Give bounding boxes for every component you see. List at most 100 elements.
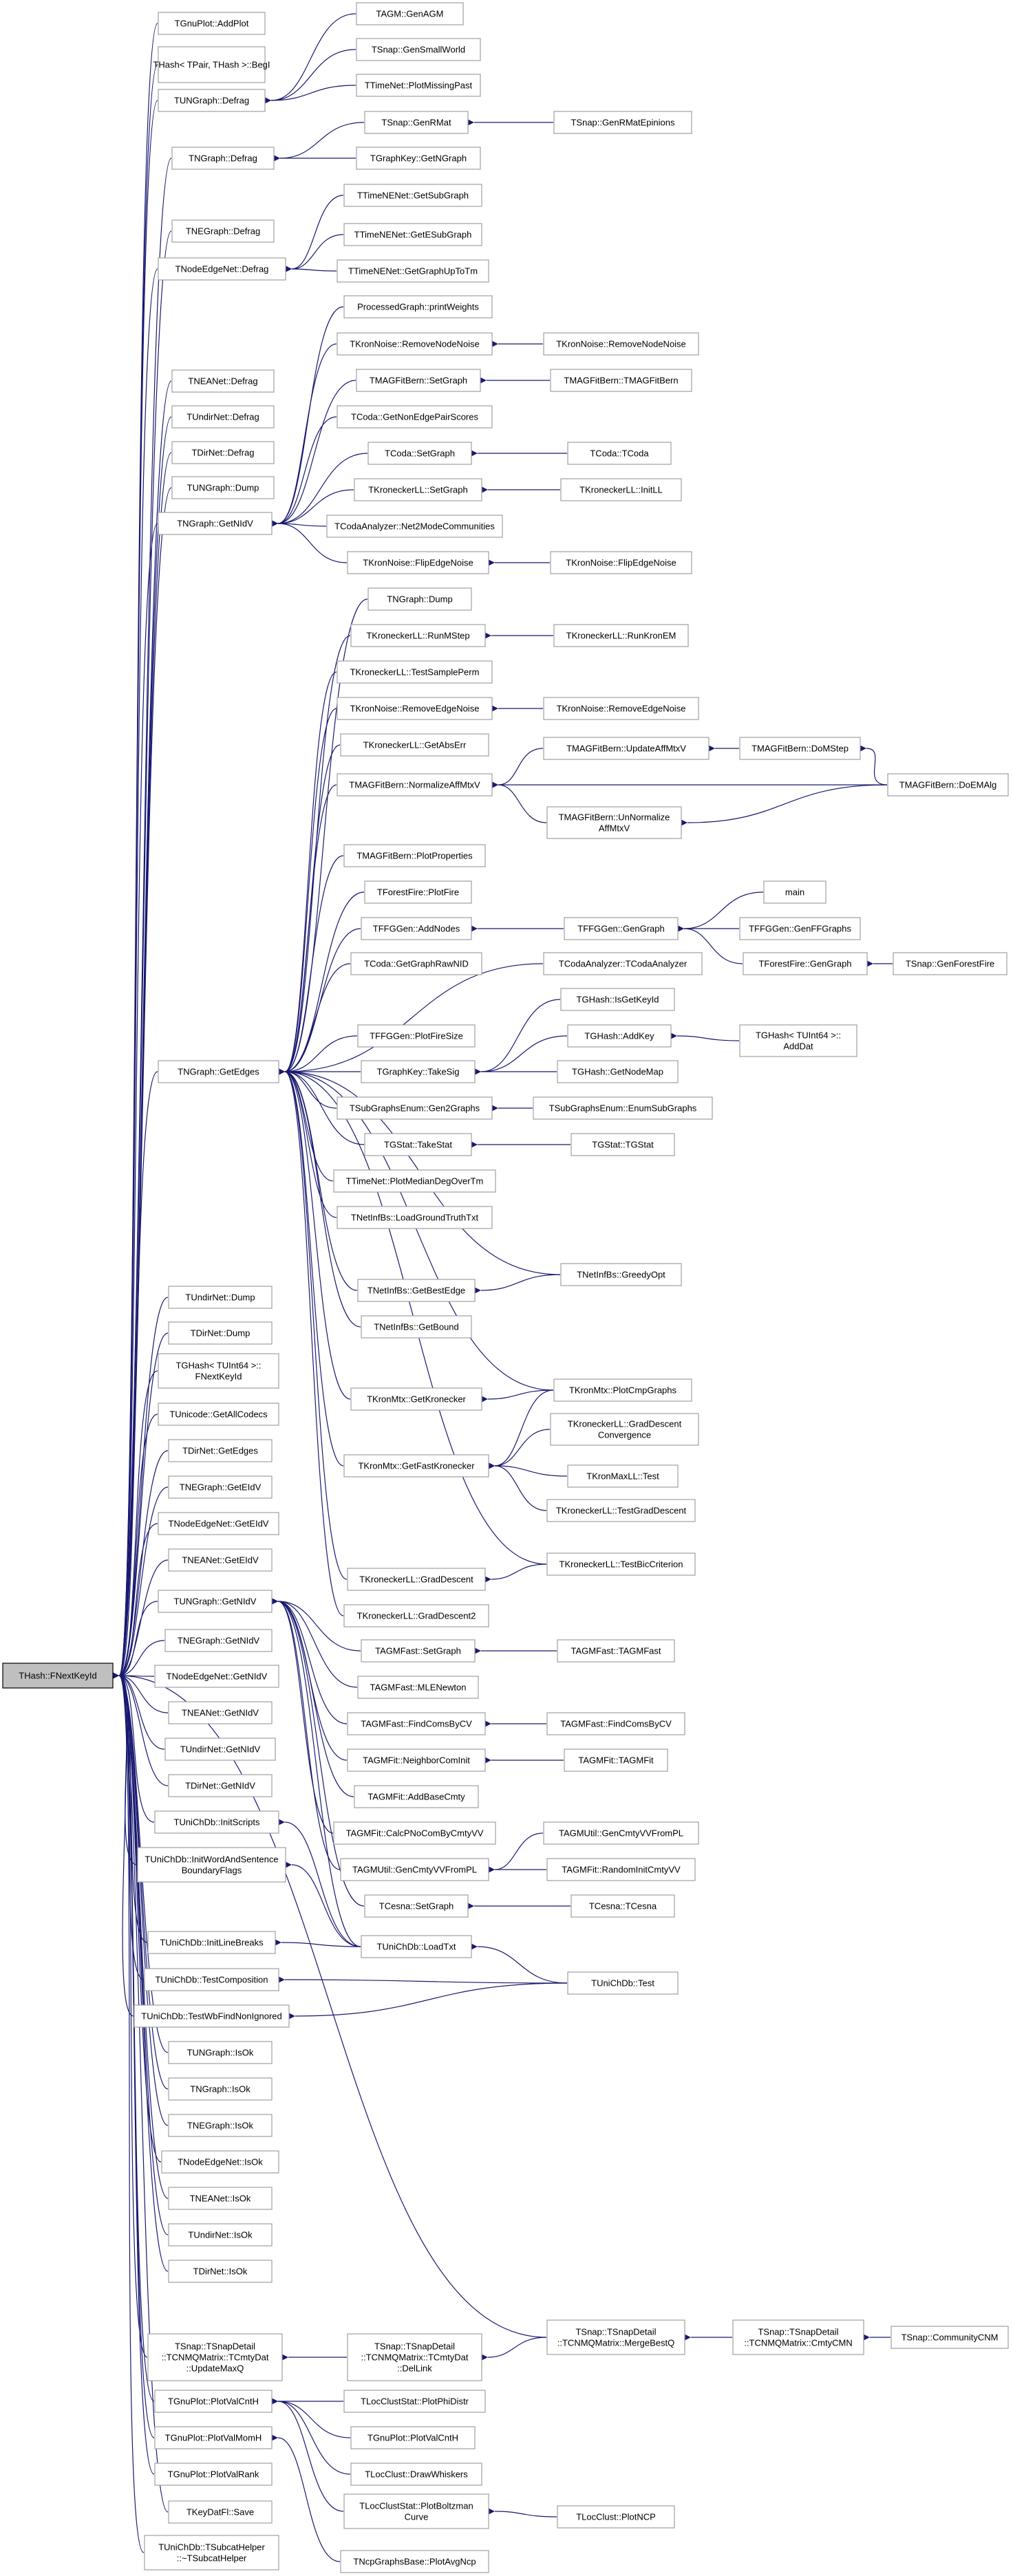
function-node[interactable]: TLocClustStat::PlotPhiDistr bbox=[343, 2390, 486, 2413]
function-node[interactable]: TAGMFast::SetGraph bbox=[361, 1639, 476, 1663]
function-node[interactable]: TNEGraph::Defrag bbox=[171, 219, 275, 243]
function-node[interactable]: TGStat::TGStat bbox=[571, 1133, 675, 1156]
function-node[interactable]: TNetInfBs::GetBound bbox=[361, 1315, 472, 1339]
function-node[interactable]: TUniChDb::TestWbFindNonIgnored bbox=[134, 2004, 290, 2028]
function-node[interactable]: TNetInfBs::GreedyOpt bbox=[560, 1263, 682, 1286]
function-node[interactable]: TNGraph::Dump bbox=[367, 587, 472, 611]
function-node[interactable]: TKeyDatFl::Save bbox=[168, 2500, 273, 2524]
function-node[interactable]: TNodeEdgeNet::GetNIdV bbox=[154, 1665, 279, 1688]
function-node[interactable]: TMAGFitBern::DoEMAlg bbox=[887, 773, 1009, 797]
function-node[interactable]: TKronNoise::FlipEdgeNoise bbox=[347, 551, 489, 574]
function-node[interactable]: TNGraph::GetNIdV bbox=[158, 512, 273, 535]
function-node[interactable]: TGHash::GetNodeMap bbox=[557, 1060, 679, 1083]
function-node[interactable]: TUndirNet::IsOk bbox=[168, 2223, 273, 2247]
function-node[interactable]: TGnuPlot::PlotValCntH bbox=[154, 2390, 273, 2413]
function-node[interactable]: TKronMtx::GetKronecker bbox=[350, 1387, 482, 1411]
function-node[interactable]: TTimeNENet::GetSubGraph bbox=[343, 184, 482, 207]
function-node[interactable]: TNEANet::Defrag bbox=[171, 369, 275, 393]
function-node[interactable]: TMAGFitBern::TMAGFitBern bbox=[550, 369, 692, 392]
function-node[interactable]: TKronMtx::GetFastKronecker bbox=[343, 1454, 489, 1478]
function-node[interactable]: TAGMFit::CalcPNoComByCmtyVV bbox=[333, 1821, 496, 1845]
function-node[interactable]: TNEANet::IsOk bbox=[168, 2187, 273, 2210]
function-node[interactable]: TAGMFast::FindComsByCV bbox=[546, 1712, 685, 1735]
function-node[interactable]: TSnap::GenRMat bbox=[364, 111, 469, 134]
function-node[interactable]: TMAGFitBern::PlotProperties bbox=[343, 844, 486, 867]
function-node[interactable]: TUndirNet::GetNIdV bbox=[164, 1738, 276, 1761]
function-node[interactable]: TMAGFitBern::SetGraph bbox=[356, 369, 481, 392]
function-node[interactable]: TKroneckerLL::SetGraph bbox=[354, 478, 482, 501]
function-node[interactable]: TNodeEdgeNet::IsOk bbox=[161, 2150, 279, 2174]
function-node[interactable]: TKronNoise::RemoveEdgeNoise bbox=[337, 697, 493, 720]
function-node[interactable]: TGnuPlot::PlotValCntH bbox=[350, 2426, 476, 2449]
function-node[interactable]: TUNGraph::Dump bbox=[171, 476, 275, 499]
function-node[interactable]: TAGMFast::FindComsByCV bbox=[347, 1712, 486, 1735]
function-node[interactable]: TKroneckerLL::GradDescent2 bbox=[343, 1604, 489, 1627]
function-node[interactable]: TNGraph::Defrag bbox=[171, 147, 275, 170]
root-node[interactable]: THash::FNextKeyId bbox=[2, 1663, 114, 1689]
function-node[interactable]: TNGraph::IsOk bbox=[168, 2077, 273, 2101]
function-node[interactable]: TKroneckerLL::RunMStep bbox=[350, 624, 486, 647]
function-node[interactable]: TTimeNENet::GetGraphUpToTm bbox=[337, 259, 489, 283]
function-node[interactable]: TCoda::TCoda bbox=[567, 442, 672, 465]
function-node[interactable]: TAGMUtil::GenCmtyVVFromPL bbox=[543, 1821, 699, 1845]
function-node[interactable]: TUNGraph::IsOk bbox=[168, 2041, 273, 2064]
function-node[interactable]: TNodeEdgeNet::GetEIdV bbox=[158, 1512, 279, 1535]
function-node[interactable]: TForestFire::GenGraph bbox=[743, 952, 868, 975]
function-node[interactable]: TGraphKey::TakeSig bbox=[361, 1060, 476, 1083]
function-node[interactable]: TCesna::TCesna bbox=[571, 1894, 675, 1918]
function-node[interactable]: TKroneckerLL::TestGradDescent bbox=[546, 1499, 696, 1522]
function-node[interactable]: TKroneckerLL::TestBicCriterion bbox=[546, 1552, 696, 1576]
function-node[interactable]: TCoda::GetGraphRawNID bbox=[350, 952, 482, 975]
function-node[interactable]: TNetInfBs::LoadGroundTruthTxt bbox=[337, 1206, 493, 1229]
function-node[interactable]: TGnuPlot::AddPlot bbox=[158, 12, 266, 35]
function-node[interactable]: TSnap::TSnapDetail::TCNMQMatrix::TCmtyDa… bbox=[347, 2333, 482, 2381]
function-node[interactable]: THash< TPair, THash >::BegI bbox=[153, 46, 270, 83]
function-node[interactable]: TSubGraphsEnum::Gen2Graphs bbox=[337, 1096, 493, 1120]
function-node[interactable]: TGStat::TakeStat bbox=[364, 1133, 472, 1156]
function-node[interactable]: TUnicode::GetAllCodecs bbox=[158, 1403, 279, 1426]
function-node[interactable]: TFFGGen::GenGraph bbox=[564, 917, 679, 940]
function-node[interactable]: TFFGGen::GenFFGraphs bbox=[739, 917, 861, 940]
function-node[interactable]: TUniChDb::TSubcatHelper::~TSubcatHelper bbox=[144, 2535, 279, 2570]
function-node[interactable]: TNGraph::GetEdges bbox=[158, 1060, 279, 1083]
function-node[interactable]: TKroneckerLL::GetAbsErr bbox=[340, 733, 489, 757]
function-node[interactable]: TGHash::AddKey bbox=[567, 1024, 672, 1048]
function-node[interactable]: TSnap::GenSmallWorld bbox=[356, 38, 481, 61]
function-node[interactable]: TForestFire::PlotFire bbox=[364, 880, 472, 904]
function-node[interactable]: TAGMFast::TAGMFast bbox=[557, 1639, 675, 1663]
function-node[interactable]: TKronNoise::RemoveEdgeNoise bbox=[543, 697, 699, 720]
function-node[interactable]: TCesna::SetGraph bbox=[364, 1894, 469, 1918]
function-node[interactable]: TKronNoise::RemoveNodeNoise bbox=[337, 332, 493, 356]
function-node[interactable]: TCodaAnalyzer::TCodaAnalyzer bbox=[543, 952, 703, 975]
function-node[interactable]: TSnap::TSnapDetail::TCNMQMatrix::CmtyCMN bbox=[732, 2319, 864, 2355]
function-node[interactable]: TSnap::CommunityCNM bbox=[891, 2326, 1009, 2349]
function-node[interactable]: TLocClust::DrawWhiskers bbox=[350, 2463, 482, 2486]
function-node[interactable]: TAGM::GenAGM bbox=[356, 2, 464, 25]
function-node[interactable]: TGnuPlot::PlotValMomH bbox=[154, 2426, 273, 2449]
function-node[interactable]: ProcessedGraph::printWeights bbox=[343, 295, 493, 318]
function-node[interactable]: TAGMFit::AddBaseCmty bbox=[354, 1785, 479, 1808]
function-node[interactable]: TTimeNet::PlotMissingPast bbox=[356, 74, 481, 97]
function-node[interactable]: TCoda::GetNonEdgePairScores bbox=[337, 405, 493, 429]
function-node[interactable]: TAGMUtil::GenCmtyVVFromPL bbox=[340, 1858, 489, 1881]
function-node[interactable]: TUNGraph::GetNIdV bbox=[158, 1590, 273, 1613]
function-node[interactable]: TUNGraph::Defrag bbox=[158, 89, 266, 112]
function-node[interactable]: TAGMFit::RandomInitCmtyVV bbox=[546, 1858, 696, 1881]
function-node[interactable]: TAGMFit::TAGMFit bbox=[564, 1749, 668, 1772]
function-node[interactable]: TCoda::SetGraph bbox=[367, 442, 472, 465]
function-node[interactable]: TUniChDb::InitWordAndSentenceBoundaryFla… bbox=[137, 1847, 286, 1883]
function-node[interactable]: TSnap::GenRMatEpinions bbox=[553, 111, 692, 134]
function-node[interactable]: TKroneckerLL::RunKronEM bbox=[553, 624, 689, 647]
function-node[interactable]: TKroneckerLL::InitLL bbox=[560, 478, 682, 501]
function-node[interactable]: TSubGraphsEnum::EnumSubGraphs bbox=[533, 1096, 713, 1120]
function-node[interactable]: TSnap::GenForestFire bbox=[893, 952, 1007, 975]
function-node[interactable]: TDirNet::GetEdges bbox=[168, 1439, 273, 1462]
function-node[interactable]: TUniChDb::InitLineBreaks bbox=[147, 1931, 276, 1954]
function-node[interactable]: TNodeEdgeNet::Defrag bbox=[158, 257, 286, 281]
function-node[interactable]: TUniChDb::TestComposition bbox=[144, 1968, 279, 1991]
function-node[interactable]: TGraphKey::GetNGraph bbox=[356, 147, 481, 170]
function-node[interactable]: TMAGFitBern::DoMStep bbox=[739, 737, 861, 760]
function-node[interactable]: TDirNet::Dump bbox=[168, 1321, 273, 1345]
